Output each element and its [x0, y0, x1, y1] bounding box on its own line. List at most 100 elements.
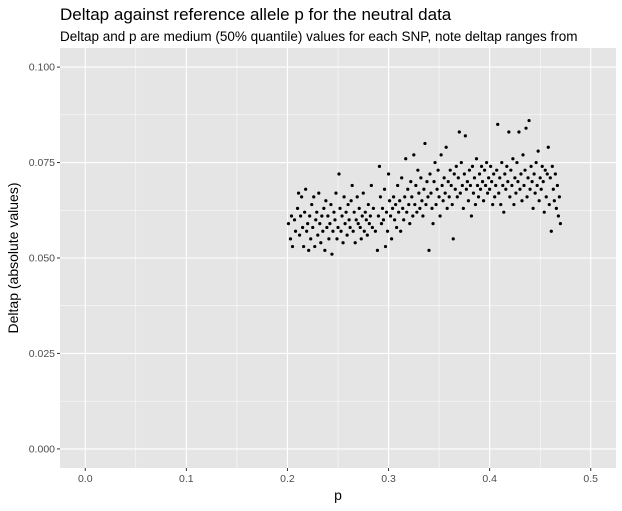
data-point — [527, 118, 531, 123]
data-point — [454, 164, 458, 168]
data-point — [462, 172, 466, 176]
data-point — [453, 187, 457, 191]
data-point — [418, 206, 422, 210]
data-point — [428, 172, 432, 176]
data-point — [365, 233, 369, 237]
data-point — [394, 202, 398, 207]
data-point — [443, 191, 447, 195]
data-point — [286, 222, 291, 226]
x-tick-label: 0.1 — [179, 473, 194, 485]
data-point — [447, 195, 451, 199]
data-point — [295, 206, 300, 210]
y-tick-label: 0.000 — [29, 443, 55, 455]
data-point — [342, 195, 346, 199]
data-point — [427, 248, 431, 252]
data-point — [288, 237, 293, 241]
data-point — [333, 218, 337, 222]
data-point — [302, 244, 306, 249]
data-point — [424, 202, 428, 207]
x-tick-label: 0.0 — [78, 473, 93, 485]
data-point — [429, 191, 433, 195]
data-point — [382, 187, 387, 191]
x-tick-label: 0.5 — [583, 473, 598, 485]
data-point — [400, 176, 404, 180]
data-point — [476, 195, 481, 199]
data-point — [494, 183, 498, 188]
data-point — [510, 183, 514, 188]
data-point — [337, 172, 341, 176]
data-point — [493, 195, 497, 199]
data-point — [350, 183, 354, 188]
data-point — [513, 176, 517, 180]
data-point — [304, 187, 308, 191]
data-point — [502, 210, 506, 214]
data-point — [388, 214, 393, 218]
data-point — [301, 225, 305, 230]
data-point — [541, 180, 545, 184]
data-point — [534, 160, 538, 165]
data-point — [380, 206, 385, 210]
data-point — [552, 199, 556, 203]
data-point — [362, 229, 366, 233]
data-point — [384, 210, 389, 214]
data-point — [437, 195, 441, 199]
data-point — [500, 160, 504, 165]
data-point — [390, 206, 395, 210]
data-point — [368, 214, 372, 218]
data-point — [499, 202, 503, 207]
data-point — [373, 229, 377, 233]
data-point — [319, 241, 323, 245]
data-point — [501, 183, 505, 188]
data-point — [503, 172, 507, 176]
data-point — [395, 225, 399, 230]
data-point — [438, 214, 442, 218]
data-point — [469, 214, 474, 218]
data-point — [487, 176, 491, 180]
data-point — [461, 206, 465, 210]
data-point — [492, 172, 496, 176]
data-point — [353, 241, 357, 245]
x-axis-title: p — [334, 487, 342, 503]
data-point — [525, 195, 529, 199]
data-point — [396, 183, 400, 188]
data-point — [383, 244, 388, 249]
data-point — [458, 191, 462, 195]
data-point — [509, 168, 513, 172]
data-point — [533, 191, 537, 195]
y-tick-label: 0.025 — [29, 348, 55, 360]
data-point — [550, 164, 554, 168]
data-point — [419, 176, 423, 180]
chart-title: Deltap against reference allele p for th… — [60, 5, 452, 24]
data-point — [352, 210, 356, 214]
data-point — [361, 191, 365, 195]
data-point — [440, 183, 444, 188]
data-point — [554, 206, 558, 210]
data-point — [329, 202, 333, 207]
data-point — [416, 168, 420, 172]
data-point — [477, 172, 482, 176]
x-tick-label: 0.4 — [482, 473, 497, 485]
data-point — [321, 229, 325, 233]
data-point — [366, 202, 370, 207]
x-tick-label: 0.3 — [381, 473, 396, 485]
data-point — [314, 218, 318, 222]
y-axis-title: Deltap (absolute values) — [5, 183, 21, 334]
data-point — [546, 145, 550, 149]
data-point — [370, 225, 374, 230]
data-point — [336, 225, 340, 230]
data-point — [325, 225, 329, 230]
data-point — [507, 130, 511, 134]
data-point — [488, 187, 492, 191]
data-point — [474, 157, 479, 161]
data-point — [426, 195, 430, 199]
data-point — [421, 214, 425, 218]
data-point — [523, 168, 527, 172]
data-point — [297, 233, 302, 237]
data-point — [346, 202, 350, 207]
data-point — [343, 222, 347, 226]
data-point — [470, 164, 475, 168]
data-point — [344, 210, 348, 214]
data-point — [555, 183, 559, 188]
data-point — [358, 225, 362, 230]
data-point — [452, 172, 456, 176]
